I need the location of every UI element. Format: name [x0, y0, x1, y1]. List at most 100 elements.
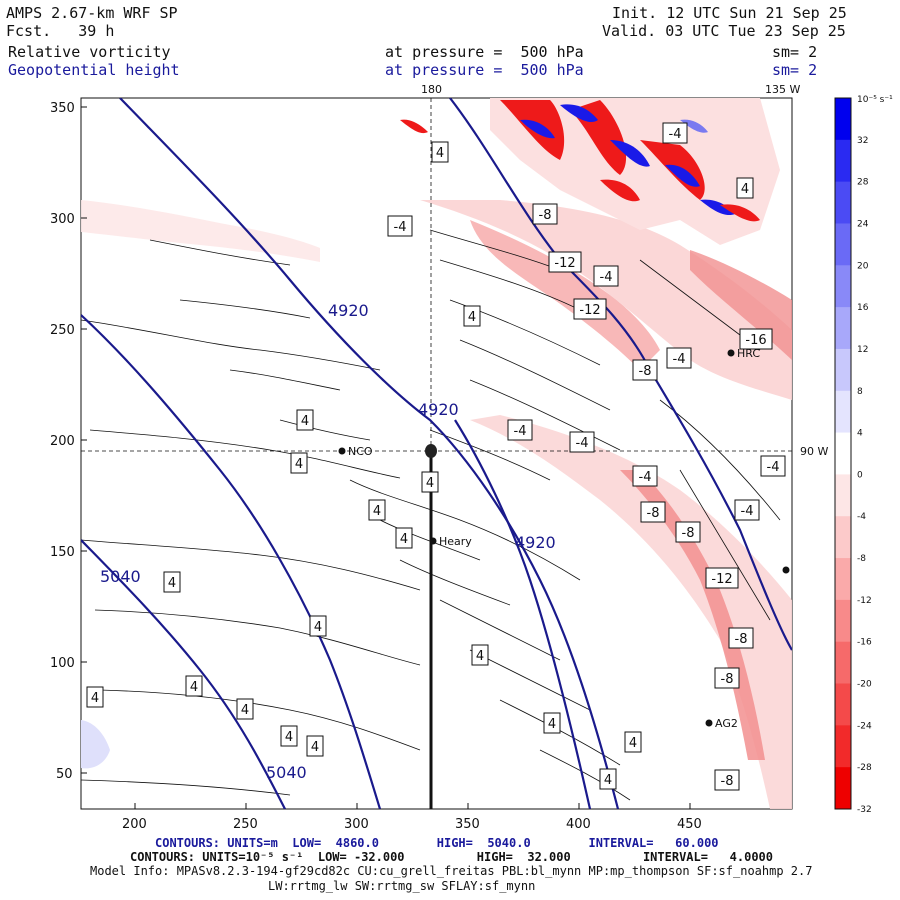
vorticity-label-text: -4	[576, 436, 589, 451]
colorbar-bin	[835, 725, 851, 768]
vorticity-label-text: 4	[426, 476, 434, 491]
fcst-label: Fcst. 39 h	[6, 22, 114, 40]
y-tick-150: 150	[50, 545, 75, 560]
colorbar-tick-label: -28	[857, 763, 872, 773]
vorticity-band-upper	[420, 200, 792, 400]
fcst-key: Fcst.	[6, 22, 52, 40]
vorticity-label-20: 4	[431, 141, 449, 163]
vorticity-label-9: -4	[507, 419, 533, 441]
height-contour-west	[81, 314, 382, 809]
vorticity-label-text: 4	[190, 680, 198, 695]
vorticity-label-1: -4	[662, 122, 688, 144]
vorticity-label-3: -12	[548, 251, 582, 273]
vorticity-label-27: 4	[163, 571, 181, 593]
vorticity-label-32: 4	[236, 698, 254, 720]
colorbar-tick-label: 16	[857, 303, 869, 313]
vorticity-label-text: -4	[767, 460, 780, 475]
colorbar-bin	[835, 767, 851, 810]
colorbar-tick-label: -4	[857, 512, 866, 522]
vorticity-label-text: 4	[295, 457, 303, 472]
vorticity-label-6: -16	[739, 328, 773, 350]
colorbar-bin	[835, 558, 851, 601]
height-contour-center	[119, 98, 620, 809]
vorticity-label-36: 4	[624, 731, 642, 753]
colorbar-bin	[835, 641, 851, 685]
meridian-180-label: 180	[421, 83, 442, 96]
colorbar-bin	[835, 348, 851, 392]
station-nco-label: NCO	[348, 445, 373, 458]
field1-label: Relative vorticity	[8, 43, 171, 61]
vorticity-label-text: -16	[745, 333, 766, 348]
colorbar-tick-label: -24	[857, 721, 872, 731]
fcst-value: 39 h	[78, 22, 115, 40]
vorticity-label-text: 4	[400, 532, 408, 547]
colorbar-bin	[835, 181, 851, 224]
vorticity-label-text: 4	[301, 414, 309, 429]
y-tick-350: 350	[50, 101, 75, 116]
valid-time: Valid. 03 UTC Tue 23 Sep 25	[602, 22, 846, 40]
colorbar-bin	[835, 265, 851, 308]
y-tick-250: 250	[50, 323, 75, 338]
colorbar-bin	[835, 390, 851, 434]
colorbar-unit-label: 10⁻⁵ s⁻¹	[857, 95, 893, 105]
vorticity-label-text: 4	[548, 717, 556, 732]
vorticity-label-17: -8	[714, 769, 740, 791]
vorticity-label-text: 4	[311, 740, 319, 755]
colorbar-bin	[835, 307, 851, 350]
height-label-5040-a: 5040	[100, 567, 141, 586]
vorticity-label-text: -8	[721, 672, 734, 687]
init-value: 12 UTC Sun 21 Sep 25	[666, 4, 847, 22]
vorticity-label-text: 4	[741, 182, 749, 197]
meridian-135w-label: 135 W	[765, 83, 800, 96]
vorticity-label-text: -8	[647, 506, 660, 521]
vorticity-label-text: -8	[682, 526, 695, 541]
vorticity-label-14: -12	[705, 567, 739, 589]
vorticity-label-35: 4	[306, 735, 324, 757]
station-ag2-label: AG2	[715, 717, 738, 730]
colorbar-tick-label: -8	[857, 554, 866, 564]
axis-ticks	[81, 106, 691, 809]
vorticity-patch-southwest	[81, 720, 110, 769]
meridian-90w-label: 90 W	[800, 445, 828, 458]
colorbar-tick-label: -32	[857, 805, 872, 815]
vorticity-label-text: 4	[436, 146, 444, 161]
model-title: AMPS 2.67-km WRF SP	[6, 4, 178, 22]
height-label-4920-b: 4920	[418, 400, 459, 419]
x-tick-300: 300	[344, 817, 369, 832]
colorbar-bin	[835, 516, 851, 559]
colorbar-tick-label: -16	[857, 638, 872, 648]
vorticity-label-text: 4	[91, 691, 99, 706]
colorbar-tick-label: 12	[857, 345, 868, 355]
pole-marker	[425, 444, 437, 458]
x-tick-350: 350	[455, 817, 480, 832]
map-plot: 4920 4920 4920 5040 5040 -4-4-8-12-4-12-…	[50, 83, 893, 832]
station-heary-marker	[429, 537, 437, 545]
vorticity-label-text: -4	[673, 352, 686, 367]
vorticity-label-text: -8	[639, 364, 652, 379]
vorticity-label-34: 4	[280, 725, 298, 747]
footer-height-contours: CONTOURS: UNITS=m LOW= 4860.0 HIGH= 5040…	[155, 836, 719, 850]
colorbar-bin	[835, 683, 851, 726]
y-tick-100: 100	[50, 656, 75, 671]
vorticity-label-5: -12	[573, 298, 607, 320]
vorticity-label-text: 4	[285, 730, 293, 745]
colorbar-bin	[835, 474, 851, 517]
vorticity-label-21: 4	[463, 305, 481, 327]
colorbar-tick-label: 4	[857, 429, 863, 439]
init-time: Init. 12 UTC Sun 21 Sep 25	[612, 4, 847, 22]
colorbar-tick-label: -20	[857, 680, 872, 690]
station-hrc-marker	[727, 349, 735, 357]
vorticity-label-text: 4	[241, 703, 249, 718]
colorbar-bin	[835, 139, 851, 183]
vorticity-label-12: -8	[640, 501, 666, 523]
vorticity-band-upper-core	[470, 220, 660, 370]
colorbar-bin	[835, 599, 851, 643]
colorbar-tick-label: 24	[857, 219, 869, 229]
colorbar-tick-label: 20	[857, 261, 869, 271]
vorticity-label-8: -8	[632, 359, 658, 381]
vorticity-label-text: -4	[394, 220, 407, 235]
colorbar-tick-label: 0	[857, 470, 863, 480]
colorbar-frame	[834, 97, 852, 810]
vorticity-label-26: 4	[395, 527, 413, 549]
x-tick-450: 450	[677, 817, 702, 832]
